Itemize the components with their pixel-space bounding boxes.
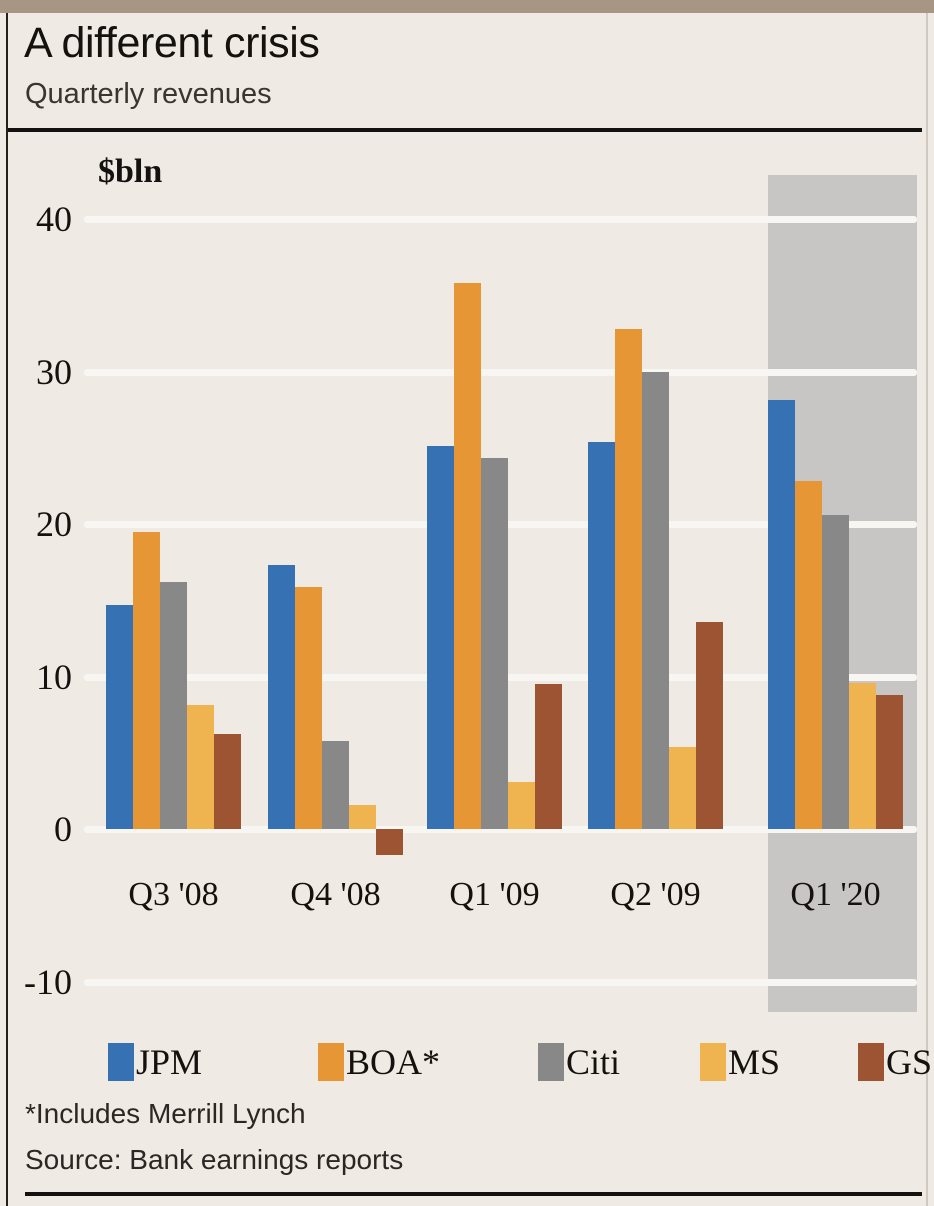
bar-ms-q4-08 <box>349 804 376 829</box>
legend-item-citi[interactable]: Citi <box>538 1040 620 1084</box>
x-axis-tick-label: Q3 '08 <box>128 876 219 913</box>
legend-swatch-icon <box>538 1043 564 1081</box>
page-subtitle: Quarterly revenues <box>25 78 272 110</box>
legend-swatch-icon <box>108 1043 134 1081</box>
bar-ms-q1-09 <box>508 781 535 829</box>
bar-citi-q1-09 <box>481 458 508 829</box>
bar-jpm-q1-20 <box>768 400 795 829</box>
legend-label: JPM <box>136 1042 203 1082</box>
gridline-40 <box>84 216 917 223</box>
y-axis-tick-label: 0 <box>54 809 72 849</box>
bar-citi-q1-20 <box>822 514 849 829</box>
bar-gs-q1-20 <box>876 694 903 829</box>
legend-label: Citi <box>566 1042 621 1082</box>
y-axis-unit-label: $bln <box>98 153 163 190</box>
legend-item-gs[interactable]: GS <box>858 1040 932 1084</box>
bar-ms-q2-09 <box>669 746 696 829</box>
page-title: A different crisis <box>24 19 320 67</box>
gridline--10 <box>84 978 917 986</box>
gridline-0 <box>84 826 917 833</box>
legend-item-boa[interactable]: BOA* <box>318 1040 440 1084</box>
legend-item-jpm[interactable]: JPM <box>108 1040 202 1084</box>
x-axis-tick-label: Q1 '09 <box>449 876 540 913</box>
bar-jpm-q1-09 <box>427 446 454 829</box>
bar-jpm-q4-08 <box>268 565 295 829</box>
y-axis-tick-label: 10 <box>36 656 72 697</box>
y-axis-tick-label: 40 <box>36 199 72 239</box>
bottom-divider <box>25 1192 922 1196</box>
bar-gs-q4-08 <box>376 829 403 855</box>
legend-label: GS <box>886 1042 933 1082</box>
legend-item-ms[interactable]: MS <box>700 1040 780 1084</box>
bar-citi-q3-08 <box>160 581 187 829</box>
gridline-30 <box>84 368 917 376</box>
legend-label: BOA* <box>346 1042 441 1082</box>
bar-boa-q3-08 <box>133 531 160 829</box>
y-axis-tick-label: 20 <box>36 504 72 544</box>
footnote-source: Source: Bank earnings reports <box>25 1144 404 1175</box>
bar-ms-q3-08 <box>187 705 214 829</box>
x-axis-tick-label: Q4 '08 <box>290 876 381 913</box>
legend-swatch-icon <box>700 1043 726 1081</box>
bar-jpm-q2-09 <box>588 441 615 829</box>
bar-boa-q2-09 <box>615 328 642 829</box>
bar-gs-q2-09 <box>696 621 723 829</box>
bar-jpm-q3-08 <box>106 604 133 829</box>
bar-gs-q3-08 <box>214 734 241 829</box>
bar-ms-q1-20 <box>849 682 876 829</box>
bar-citi-q4-08 <box>322 740 349 829</box>
x-axis-tick-label: Q2 '09 <box>610 876 701 913</box>
x-axis-tick-label: Q1 '20 <box>790 876 881 913</box>
header-divider <box>8 128 922 132</box>
left-frame-border <box>6 13 8 1206</box>
right-frame-border <box>926 13 928 1206</box>
legend-label: MS <box>728 1042 781 1082</box>
bar-gs-q1-09 <box>535 684 562 829</box>
y-axis-tick-label: -10 <box>24 961 72 1002</box>
top-banner <box>0 0 934 13</box>
legend-swatch-icon <box>318 1043 344 1081</box>
bar-boa-q1-09 <box>454 283 481 829</box>
legend-swatch-icon <box>858 1043 884 1081</box>
y-axis-tick-label: 30 <box>36 351 72 392</box>
bar-boa-q4-08 <box>295 586 322 829</box>
footnote-includes: *Includes Merrill Lynch <box>25 1098 306 1129</box>
bar-boa-q1-20 <box>795 481 822 829</box>
bar-citi-q2-09 <box>642 371 669 829</box>
